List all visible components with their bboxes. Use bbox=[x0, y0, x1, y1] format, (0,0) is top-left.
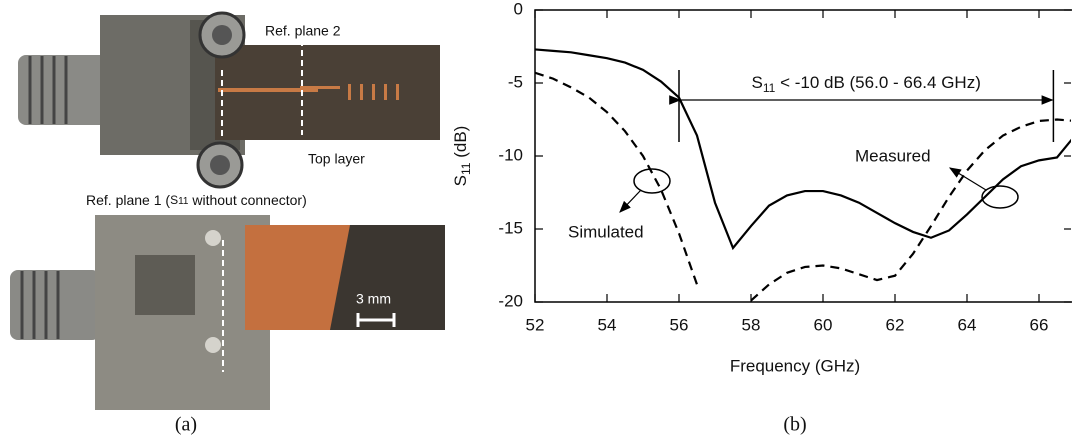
y-tick-label: -15 bbox=[498, 218, 523, 237]
x-axis-label: Frequency (GHz) bbox=[730, 356, 860, 375]
x-tick-label: 64 bbox=[958, 315, 977, 334]
series-line bbox=[535, 71, 1071, 302]
scale-label: 3 mm bbox=[356, 291, 391, 307]
annotation: S11 < -10 dB (56.0 - 66.4 GHz) bbox=[752, 73, 981, 95]
callout-arrow bbox=[948, 167, 987, 191]
plot-frame bbox=[534, 9, 1072, 303]
y-tick-label: -20 bbox=[498, 291, 523, 310]
photo-label: Ref. plane 2 bbox=[265, 23, 341, 39]
photo-label-part: Ref. plane 1 ( bbox=[86, 192, 170, 208]
y-tick-label: 0 bbox=[514, 0, 523, 18]
photo-label-part: S bbox=[170, 193, 178, 207]
series-line bbox=[535, 48, 1071, 251]
photo-label-part: without connector) bbox=[188, 192, 306, 208]
series-label: Simulated bbox=[568, 222, 644, 241]
photo-label: Bottom layer bbox=[285, 343, 364, 359]
annotation-part: 11 bbox=[763, 81, 776, 95]
annotation-part: < -10 dB (56.0 - 66.4 GHz) bbox=[780, 73, 981, 92]
callout-arrow bbox=[619, 189, 642, 213]
photo-label: Ref. plane 1 (S11 without connector) bbox=[86, 192, 307, 208]
y-tick-label: -10 bbox=[498, 145, 523, 164]
callout bbox=[981, 185, 1019, 209]
photo-label-part: 11 bbox=[178, 196, 189, 207]
x-tick-label: 52 bbox=[526, 315, 545, 334]
photo-label: Top layer bbox=[308, 151, 365, 167]
y-axis-label: S11 (dB) bbox=[451, 126, 473, 187]
annotation-part: S bbox=[752, 73, 763, 92]
x-tick-label: 54 bbox=[598, 315, 617, 334]
photo-bottom bbox=[10, 215, 445, 410]
y-tick-label: -5 bbox=[508, 72, 523, 91]
y-axis-label-part: 11 bbox=[459, 162, 473, 175]
plot-area bbox=[535, 48, 1071, 302]
x-tick-label: 66 bbox=[1030, 315, 1049, 334]
y-axis-label-part: S bbox=[451, 175, 470, 186]
x-tick-label: 56 bbox=[670, 315, 689, 334]
caption: (b) bbox=[783, 414, 806, 436]
callout bbox=[633, 168, 671, 194]
y-axis-label-part: (dB) bbox=[451, 126, 470, 158]
photo-top bbox=[18, 11, 440, 189]
caption: (a) bbox=[175, 414, 197, 436]
x-tick-label: 58 bbox=[742, 315, 761, 334]
series-label: Measured bbox=[855, 146, 931, 165]
x-tick-label: 60 bbox=[814, 315, 833, 334]
x-tick-label: 62 bbox=[886, 315, 905, 334]
